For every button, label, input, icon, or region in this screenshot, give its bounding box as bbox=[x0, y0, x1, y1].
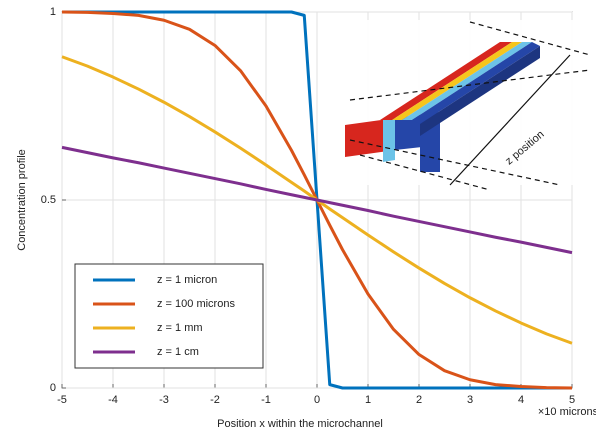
x-tick-label: 2 bbox=[416, 394, 422, 406]
y-tick-label: 0 bbox=[50, 382, 56, 394]
x-tick-label: 3 bbox=[467, 394, 473, 406]
legend-label: z = 1 cm bbox=[157, 346, 199, 358]
x-tick-label: -3 bbox=[159, 394, 169, 406]
series-line bbox=[61, 145, 573, 255]
y-tick-label: 1 bbox=[50, 6, 56, 18]
x-axis-label: Position x within the microchannel bbox=[217, 418, 383, 430]
y-axis-label: Concentration profile bbox=[16, 149, 28, 251]
x-tick-label: 0 bbox=[314, 394, 320, 406]
legend-label: z = 1 micron bbox=[157, 274, 217, 286]
x-tick-label: 4 bbox=[518, 394, 524, 406]
x-tick-label: 1 bbox=[365, 394, 371, 406]
x-tick-label: 5 bbox=[569, 394, 575, 406]
y-tick-label: 0.5 bbox=[41, 194, 56, 206]
x-tick-label: -5 bbox=[57, 394, 67, 406]
legend-label: z = 1 mm bbox=[157, 322, 203, 334]
x-tick-label: -4 bbox=[108, 394, 118, 406]
x-multiplier: ×10 microns bbox=[538, 406, 596, 418]
x-tick-label: -1 bbox=[261, 394, 271, 406]
x-tick-label: -2 bbox=[210, 394, 220, 406]
legend-label: z = 100 microns bbox=[157, 298, 235, 310]
inset-illustration: z position bbox=[342, 20, 592, 191]
